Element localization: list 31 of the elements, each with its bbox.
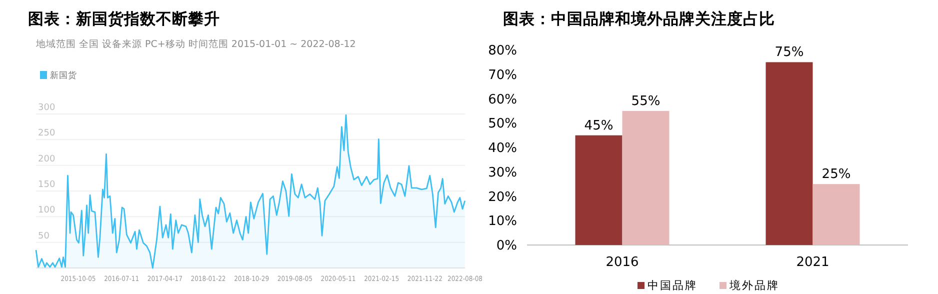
- chart-subtitle: 地域范围 全国 设备来源 PC+移动 时间范围 2015-01-01 ~ 2022-08-12: [35, 38, 356, 50]
- y-tick-label: 100: [38, 206, 56, 216]
- chart-title: 图表：中国品牌和境外品牌关注度占比: [503, 9, 775, 28]
- data-label: 25%: [822, 167, 851, 182]
- y-tick-label: 60%: [488, 92, 517, 108]
- bar: [622, 110, 670, 245]
- data-label: 55%: [631, 94, 660, 109]
- y-tick-label: 50%: [488, 116, 517, 132]
- y-tick-label: 40%: [488, 141, 517, 156]
- y-tick-label: 10%: [488, 214, 517, 230]
- data-label: 75%: [774, 45, 804, 60]
- y-tick-label: 300: [38, 103, 56, 113]
- y-tick-label: 30%: [488, 165, 517, 180]
- y-tick-label: 80%: [488, 44, 517, 58]
- bar: [575, 135, 622, 245]
- y-tick-label: 20%: [488, 190, 517, 205]
- bar: [766, 62, 813, 245]
- legend-label: 中国品牌: [648, 279, 698, 292]
- y-tick-label: 150: [38, 180, 56, 190]
- bar: [812, 184, 860, 245]
- y-tick-label: 50: [38, 231, 50, 242]
- x-tick-label: 2021: [796, 255, 830, 270]
- y-tick-label: 250: [38, 128, 56, 139]
- y-tick-label: 0%: [496, 238, 517, 254]
- y-tick-label: 200: [38, 154, 56, 164]
- y-tick-label: 70%: [488, 68, 517, 83]
- data-label: 45%: [584, 118, 614, 134]
- x-tick-label: 2016: [606, 255, 639, 270]
- legend-label: 境外品牌: [728, 279, 780, 292]
- chart-title: 图表：新国货指数不断攀升: [28, 10, 220, 28]
- legend-label: 新国货: [50, 70, 77, 81]
